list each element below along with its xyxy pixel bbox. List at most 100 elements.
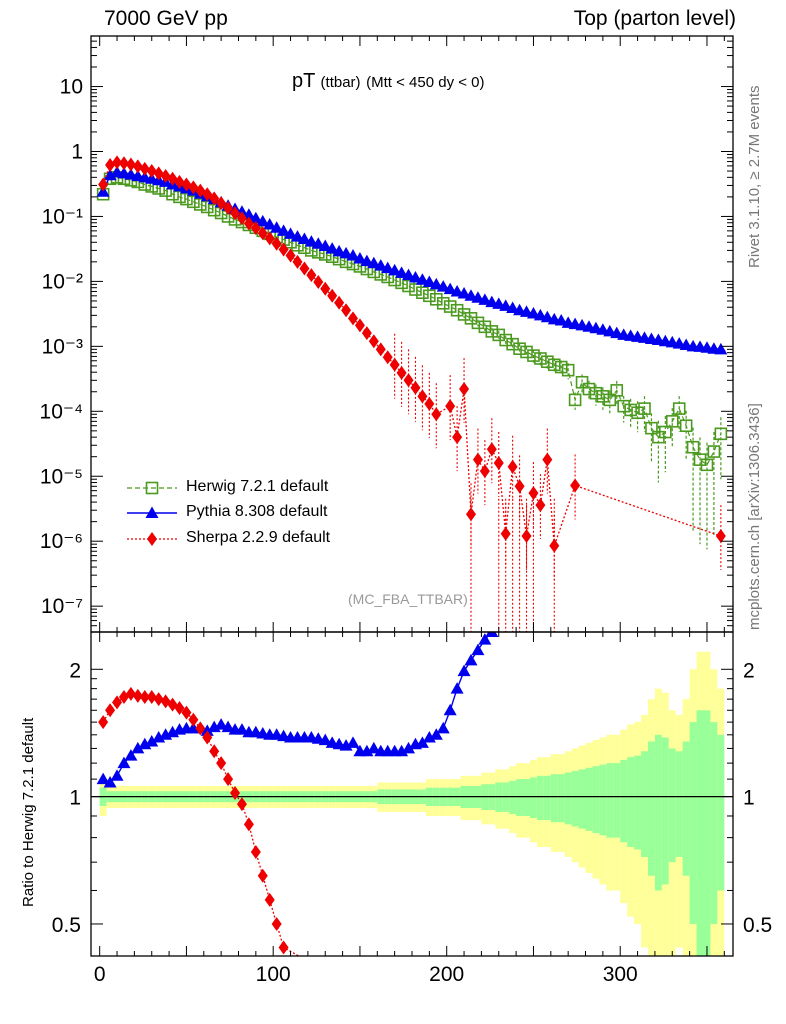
legend-label-pythia: Pythia 8.308 default [186,503,328,520]
pythia-point [408,270,422,283]
main-y-tick-label: 10⁻³ [42,335,83,358]
sherpa-point [153,166,164,181]
x-tick-label: 300 [603,963,638,986]
pythia-point [284,227,298,239]
sherpa-point [445,399,456,414]
herwig-point [714,427,728,441]
main-y-tick-label: 10 [60,76,83,99]
herwig-point [464,312,478,325]
main-y-tick-label: 10⁻⁶ [40,530,83,553]
pythia-ratio-point [450,682,464,694]
band-inner [516,779,524,816]
pythia-point [478,293,492,305]
pythia-point [402,268,416,281]
sherpa-point [334,295,345,310]
pythia-point [714,342,728,355]
sherpa-point [528,486,539,501]
pythia-ratio-point [443,703,457,716]
pythia-ratio-point [471,643,485,656]
pythia-point [339,246,353,259]
pythia-point [374,259,388,271]
legend-marker-sherpa [147,532,157,546]
sherpa-point [500,526,511,541]
herwig-point [187,195,200,209]
pythia-point [270,221,284,233]
pythia-ratio-point [200,724,214,736]
band-inner [557,774,565,823]
main-y-tick-label: 1 [71,140,83,163]
ratio-y-tick-label-left: 2 [69,659,81,682]
pythia-ratio-point [415,736,429,748]
sherpa-ratio-point [264,892,275,907]
rivet-version-label: Rivet 3.1.10, ≥ 2.7M events [746,85,763,269]
sherpa-point [98,177,109,192]
sherpa-ratio-point [188,712,199,727]
band-inner [564,772,572,825]
sherpa-point [535,498,546,513]
main-plot-area [96,155,728,632]
sherpa-point [257,226,268,241]
herwig-point [665,415,679,428]
herwig-point [485,325,499,338]
pythia-point [297,232,311,244]
band-inner [668,748,676,863]
band-inner [523,779,530,816]
pythia-ratio-point [457,664,471,677]
x-tick-label: 100 [256,963,291,986]
sherpa-point [105,157,116,172]
pythia-ratio-point [145,734,159,747]
sherpa-ratio-point [209,744,220,759]
band-inner [606,763,614,838]
herwig-point [409,283,422,296]
sherpa-point [472,452,483,467]
pythia-point [436,280,450,292]
pythia-ratio-point [367,741,381,754]
sherpa-ratio-point [230,785,241,800]
sherpa-ratio-point [118,689,129,704]
process-label: Top (parton level) [573,7,736,30]
pythia-point [318,239,332,252]
main-y-tick-label: 10⁻⁴ [40,400,83,423]
sherpa-point [417,389,428,404]
sherpa-point [271,236,282,251]
main-y-tick-label: 10⁻¹ [42,205,83,228]
sherpa-point [465,507,476,522]
sherpa-point [459,382,470,397]
pythia-point [381,261,395,274]
x-tick-label: 0 [94,963,106,986]
sherpa-point [299,261,310,276]
energy-label: 7000 GeV pp [104,7,228,30]
sherpa-point [354,318,365,333]
sherpa-point [236,211,247,226]
sherpa-point [361,326,372,341]
band-inner [509,780,517,814]
sherpa-ratio-point [216,756,227,771]
sherpa-point [118,156,129,171]
herwig-point [561,363,575,377]
sherpa-point [132,159,143,174]
sherpa-point [320,281,331,296]
herwig-point [471,316,485,330]
herwig-point [478,320,492,334]
herwig-point [541,355,554,369]
mcplots-reference-label: mcplots.cern.ch [arXiv:1306.3436] [746,403,763,630]
pythia-point [103,168,117,181]
pythia-point [388,263,402,276]
sherpa-point [230,206,241,221]
sherpa-ratio-point [223,772,234,787]
sherpa-ratio-point [98,715,109,730]
x-tick-label: 200 [429,963,464,986]
sherpa-point [243,216,254,231]
herwig-point [603,393,617,407]
herwig-point [499,333,512,347]
sherpa-ratio-point [125,686,136,701]
sherpa-point [403,373,414,388]
herwig-point [200,200,214,214]
herwig-point [194,198,207,211]
sherpa-ratio-point [174,700,185,715]
sherpa-point [452,430,463,445]
band-inner [647,741,655,876]
band-inner [571,770,579,827]
pythia-point [304,235,318,247]
